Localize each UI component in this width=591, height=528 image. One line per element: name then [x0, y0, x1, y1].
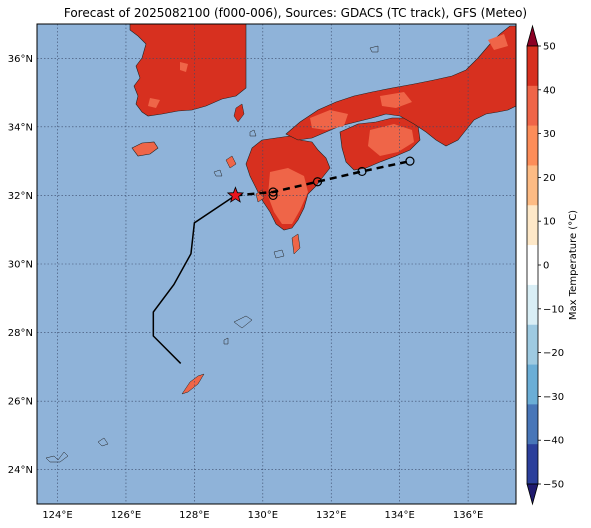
longitude-tick-label: 124°E	[42, 510, 72, 521]
past-track-line	[152, 194, 236, 364]
latitude-tick-label: 30°N	[8, 260, 33, 271]
colorbar-tick-label: 10	[543, 217, 556, 228]
colorbar-segment	[527, 284, 538, 326]
koshiki-south-island	[213, 169, 223, 177]
goto-island	[225, 155, 237, 169]
latitude-tick-label: 28°N	[8, 328, 33, 339]
forecast-position-marker	[268, 190, 278, 201]
colorbar-segment	[527, 444, 538, 485]
longitude-tick-label: 126°E	[111, 510, 141, 521]
graticule	[37, 24, 516, 504]
map-frame	[36, 23, 517, 505]
colorbar-label: Max Temperature (°C)	[568, 210, 579, 320]
yaeyama-island	[45, 451, 69, 463]
colorbar-extend-min	[526, 483, 539, 506]
colorbar-tick-label: 50	[543, 42, 556, 53]
latitude-tick-label: 24°N	[8, 465, 33, 476]
tokunoshima-island	[223, 337, 229, 345]
longitude-tick-label: 132°E	[316, 510, 346, 521]
forecast-position-marker	[357, 166, 367, 177]
longitude-tick-label: 134°E	[384, 510, 414, 521]
forecast-track-line	[235, 159, 411, 197]
colorbar-segment	[527, 85, 538, 126]
land-layer	[45, 24, 516, 463]
amami-island	[233, 315, 253, 329]
longitude-tick-label: 136°E	[453, 510, 483, 521]
forecast-position-marker	[268, 187, 278, 197]
honshu-warm-area-2	[380, 92, 412, 108]
korea-warm-patch-2	[148, 98, 160, 108]
okinawa-island	[181, 373, 205, 395]
colorbar-segment	[527, 165, 538, 206]
oki-island	[369, 45, 379, 53]
iki-island	[249, 129, 257, 137]
colorbar-tick-label: −20	[543, 348, 564, 359]
forecast-position-marker	[312, 177, 323, 187]
tanegashima-island	[291, 233, 301, 255]
colorbar-segment	[527, 324, 538, 365]
miyako-island	[97, 437, 109, 447]
korea-warm-patch	[180, 62, 188, 72]
colorbar-tick-label: −30	[543, 392, 564, 403]
longitude-labels: 124°E 126°E 128°E 130°E 132°E 134°E 136°E	[42, 510, 483, 521]
colorbar-tick-label: −10	[543, 304, 564, 315]
longitude-tick-label: 128°E	[179, 510, 209, 521]
colorbar-extend-max	[526, 24, 539, 47]
latitude-tick-label: 36°N	[8, 54, 33, 65]
colorbar: 50 40 30 20 10 0 −10 −20 −30 −40 −50 Max Temperatur…	[526, 24, 579, 506]
latitude-tick-label: 32°N	[8, 191, 33, 202]
shikoku-warm-area	[368, 124, 414, 156]
map-title: Forecast of 2025082100 (f000-006), Sourc…	[63, 6, 528, 20]
colorbar-segment	[527, 205, 538, 246]
latitude-tick-label: 26°N	[8, 397, 33, 408]
colorbar-tick-label: 20	[543, 173, 556, 184]
colorbar-segment	[527, 245, 538, 286]
honshu-warm-area	[310, 110, 348, 130]
colorbar-tick-label: 0	[543, 261, 549, 272]
colorbar-tick-label: 30	[543, 129, 556, 140]
colorbar-segment	[527, 125, 538, 166]
longitude-tick-label: 130°E	[248, 510, 278, 521]
latitude-labels: 24°N 26°N 28°N 30°N 32°N 34°N 36°N	[8, 54, 33, 476]
colorbar-segment	[527, 46, 538, 87]
jeju-island	[131, 141, 159, 157]
colorbar-tick-label: 40	[543, 85, 556, 96]
colorbar-segment	[527, 404, 538, 445]
colorbar-tick-label: −40	[543, 436, 564, 447]
yakushima-island	[273, 249, 285, 259]
tsushima-island	[233, 103, 245, 123]
colorbar-segment	[527, 364, 538, 405]
forecast-position-marker	[405, 156, 415, 166]
kyushu-warm-area	[268, 168, 308, 224]
korea-landmass	[129, 24, 247, 117]
current-position-star	[226, 186, 245, 203]
latitude-tick-label: 34°N	[8, 122, 33, 133]
typhoon-track	[152, 156, 415, 364]
colorbar-tick-label: −50	[543, 480, 564, 491]
honshu-warm-area-3	[488, 34, 508, 50]
